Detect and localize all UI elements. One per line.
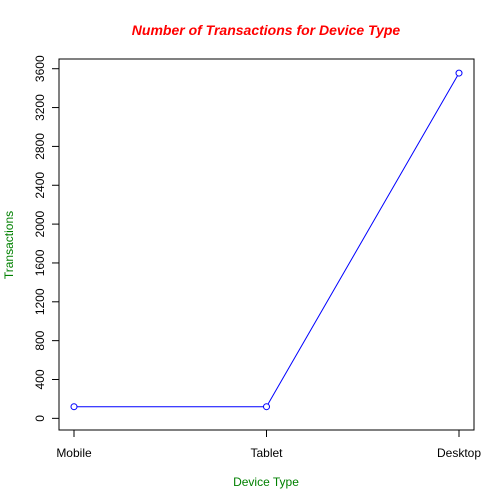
y-tick-label: 2400: [33, 172, 47, 199]
y-axis-title: Transactions: [2, 211, 16, 279]
series-points: [70, 69, 463, 411]
data-point: [455, 69, 463, 77]
x-tick-label: Tablet: [250, 446, 283, 460]
y-tick-label: 800: [33, 330, 47, 350]
y-tick-label: 2000: [33, 210, 47, 237]
y-axis: 0 400 800 1200 1600 2000 2400 2800 3200 3600: [33, 55, 59, 422]
y-tick-label: 1600: [33, 249, 47, 276]
x-tick-label: Desktop: [437, 446, 481, 460]
y-tick-label: 2800: [33, 133, 47, 160]
y-tick-label: 400: [33, 369, 47, 389]
chart-title: Number of Transactions for Device Type: [132, 22, 401, 38]
x-axis-title: Device Type: [233, 475, 299, 489]
data-point: [70, 403, 78, 411]
y-tick-label: 0: [33, 415, 47, 422]
x-axis: Mobile Tablet Desktop: [56, 430, 481, 460]
x-tick-label: Mobile: [56, 446, 92, 460]
y-tick-label: 3600: [33, 55, 47, 82]
y-tick-label: 1200: [33, 288, 47, 315]
y-tick-label: 3200: [33, 94, 47, 121]
series-line: [74, 72, 460, 408]
plot-frame: [58, 58, 475, 431]
data-point: [263, 403, 270, 411]
